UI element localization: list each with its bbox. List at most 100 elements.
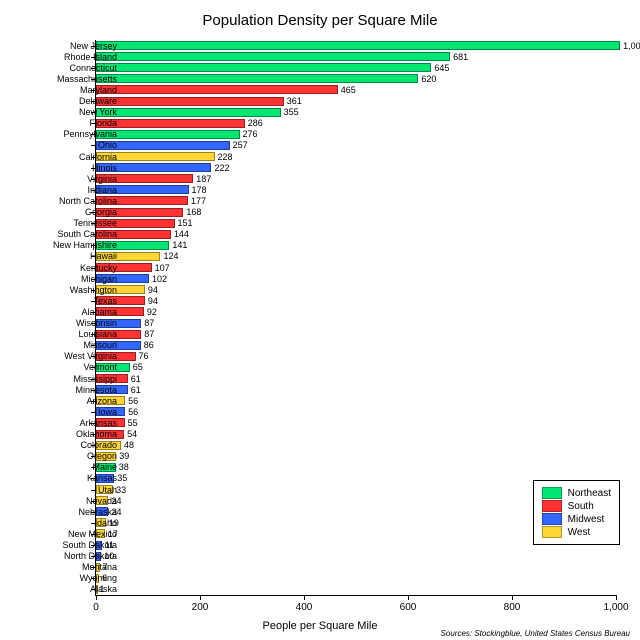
y-axis-label: New Mexico (68, 529, 117, 539)
bar-row: 6 (96, 573, 616, 584)
legend-swatch (542, 513, 562, 525)
bar-value-label: 286 (248, 118, 263, 128)
bar-row: 7 (96, 562, 616, 573)
sources-text: Sources: Stockingblue, United States Cen… (441, 629, 630, 638)
bar-row: 355 (96, 107, 616, 118)
y-axis-label: Kansas (87, 473, 117, 483)
bar-value-label: 33 (116, 485, 126, 495)
bar-value-label: 102 (152, 274, 167, 284)
bar-value-label: 177 (191, 196, 206, 206)
bar-value-label: 228 (218, 152, 233, 162)
y-tick (91, 145, 96, 146)
bar-value-label: 168 (186, 207, 201, 217)
bar (96, 63, 431, 72)
bar-row: 54 (96, 429, 616, 440)
y-axis-label: Massachusetts (57, 74, 117, 84)
bar-value-label: 141 (172, 240, 187, 250)
bar-row: 228 (96, 151, 616, 162)
bar-value-label: 355 (284, 107, 299, 117)
y-axis-label: Georgia (85, 207, 117, 217)
x-tick-label: 600 (400, 602, 417, 613)
y-axis-label: Wisconsin (76, 318, 117, 328)
bar-row: 151 (96, 218, 616, 229)
bar-value-label: 187 (196, 174, 211, 184)
bar-value-label: 61 (131, 385, 141, 395)
x-tick (200, 595, 201, 600)
bar-row: 61 (96, 373, 616, 384)
bar (96, 85, 338, 94)
y-axis-label: Montana (82, 562, 117, 572)
y-axis-label: Indiana (87, 185, 117, 195)
bar-row: 10 (96, 551, 616, 562)
bar-row: 94 (96, 284, 616, 295)
bar-row: 465 (96, 84, 616, 95)
bar-value-label: 86 (144, 340, 154, 350)
bar-value-label: 56 (128, 396, 138, 406)
y-axis-label: Iowa (98, 407, 117, 417)
legend-item: Northeast (542, 487, 611, 499)
bar-row: 276 (96, 129, 616, 140)
bar-row: 87 (96, 329, 616, 340)
bar-value-label: 361 (287, 96, 302, 106)
bar-row: 1 (96, 584, 616, 595)
y-axis-label: Arizona (86, 396, 117, 406)
bar-row: 645 (96, 62, 616, 73)
bar-row: 55 (96, 417, 616, 428)
y-axis-label: Virginia (87, 174, 117, 184)
bar-value-label: 94 (148, 285, 158, 295)
bar (96, 130, 240, 139)
bar (96, 74, 418, 83)
y-axis-label: Washington (70, 285, 117, 295)
y-axis-label: Pennsylvania (63, 129, 117, 139)
bar-value-label: 35 (117, 473, 127, 483)
y-tick (91, 412, 96, 413)
bar-row: 107 (96, 262, 616, 273)
bar-row: 56 (96, 395, 616, 406)
y-axis-label: Alaska (90, 584, 117, 594)
bar-row: 124 (96, 251, 616, 262)
legend-label: Northeast (568, 488, 611, 499)
y-axis-label: West Virginia (64, 351, 117, 361)
bar-row: 102 (96, 273, 616, 284)
bar-value-label: 76 (139, 351, 149, 361)
legend-item: Midwest (542, 513, 611, 525)
y-axis-label: Tennessee (73, 218, 117, 228)
y-axis-label: South Dakota (62, 540, 117, 550)
bar-row: 92 (96, 306, 616, 317)
y-axis-label: Rhode Island (64, 52, 117, 62)
x-tick-label: 800 (504, 602, 521, 613)
legend-item: South (542, 500, 611, 512)
bar-row: 187 (96, 173, 616, 184)
x-tick (96, 595, 97, 600)
bar (96, 97, 284, 106)
y-axis-label: Mississippi (73, 374, 117, 384)
y-axis-label: New Jersey (70, 41, 117, 51)
y-axis-label: Florida (89, 118, 117, 128)
y-axis-label: Michigan (81, 274, 117, 284)
x-tick (512, 595, 513, 600)
bar-row: 178 (96, 184, 616, 195)
y-axis-label: Minnesota (75, 385, 117, 395)
bar (96, 52, 450, 61)
bar-value-label: 465 (341, 85, 356, 95)
y-axis-label: North Carolina (59, 196, 117, 206)
bar-value-label: 61 (131, 374, 141, 384)
y-axis-label: Alabama (81, 307, 117, 317)
y-axis-label: Maryland (80, 85, 117, 95)
chart-title: Population Density per Square Mile (0, 12, 640, 29)
y-axis-label: South Carolina (57, 229, 117, 239)
legend-label: Midwest (568, 514, 605, 525)
bar-value-label: 276 (243, 129, 258, 139)
x-tick (304, 595, 305, 600)
bar-value-label: 54 (127, 429, 137, 439)
bar-row: 286 (96, 118, 616, 129)
y-axis-label: Connecticut (69, 63, 117, 73)
bar-row: 48 (96, 440, 616, 451)
bar-value-label: 87 (144, 329, 154, 339)
bar-row: 177 (96, 195, 616, 206)
y-tick (91, 490, 96, 491)
bar-row: 257 (96, 140, 616, 151)
y-axis-label: Vermont (83, 362, 117, 372)
legend-label: South (568, 501, 594, 512)
bar-row: 61 (96, 384, 616, 395)
